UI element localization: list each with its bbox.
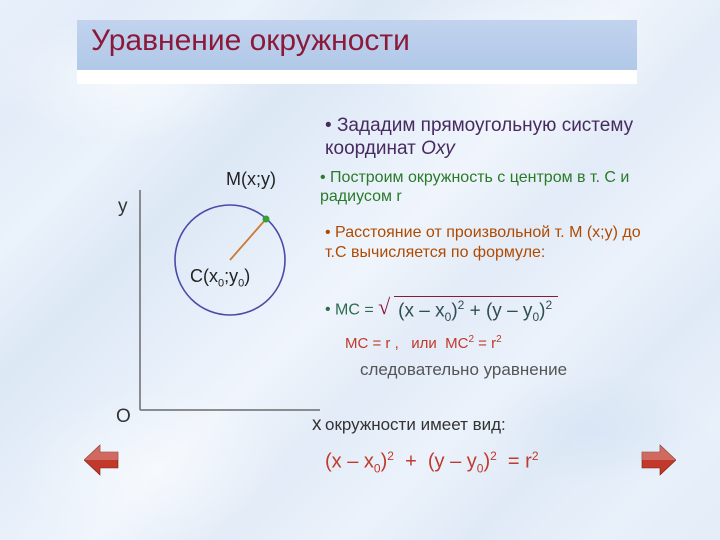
- arrow-right-icon: [640, 443, 676, 477]
- point-m-label: М(х;у): [226, 169, 276, 190]
- step1-span1: Зададим прямоугольную систему координат: [325, 115, 633, 159]
- point-m: [263, 216, 270, 223]
- sqrt-symbol: √: [378, 294, 390, 320]
- y-axis-label: у: [118, 196, 128, 218]
- title-block: Уравнение окружности: [77, 20, 637, 84]
- circle-has-form-text: окружности имеет вид:: [325, 415, 506, 435]
- diagram-svg: [60, 160, 320, 440]
- step1-text: Зададим прямоугольную систему координат …: [325, 115, 655, 161]
- step1-span3: xy: [436, 138, 455, 159]
- mc-sqrt-block: √ (х – х0)2 + (у – у0)2: [384, 296, 556, 324]
- mc-label: МС =: [325, 301, 378, 318]
- radius-line: [230, 219, 266, 260]
- slide: Уравнение окружности у х О М(х;у) С(х0;у0) З…: [0, 0, 720, 540]
- sqrt-body: (х – х0)2 + (у – у0)2: [384, 296, 556, 324]
- step3-text: Расстояние от произвольной т. М (х;у) до…: [325, 223, 655, 263]
- sqrt-bar: [394, 296, 558, 297]
- mc-r-line: МС = r , или МС2 = r2: [345, 334, 502, 352]
- title-bg-bottom: [77, 70, 637, 84]
- step1-span2: О: [421, 138, 436, 159]
- step2-text: Построим окружность c центром в т. С и р…: [320, 168, 665, 206]
- point-c-label: С(х0;у0): [190, 266, 250, 290]
- arrow-left-highlight: [84, 445, 118, 460]
- therefore-text: следовательно уравнение: [360, 360, 600, 380]
- final-equation: (х – х0)2 + (у – у0)2 = r2: [325, 450, 685, 476]
- slide-title: Уравнение окружности: [91, 24, 410, 58]
- arrow-right-highlight: [642, 445, 676, 460]
- arrow-left-icon: [84, 443, 120, 477]
- coordinate-diagram: у х О М(х;у) С(х0;у0): [60, 160, 320, 440]
- mc-formula-row: МС = √ (х – х0)2 + (у – у0)2: [325, 296, 685, 324]
- x-axis-label: х: [312, 414, 322, 436]
- origin-label: О: [116, 406, 131, 428]
